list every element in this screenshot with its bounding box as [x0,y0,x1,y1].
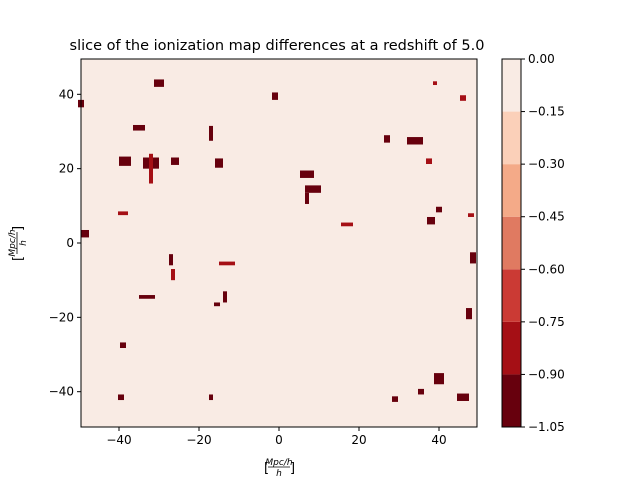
heatmap-patches [78,79,476,402]
heatmap-patch-14 [407,137,423,145]
heatmap-patch-10 [305,185,321,193]
y-axis: −40 −20 0 20 40 [49,87,81,399]
svg-text:h: h [19,240,29,246]
heatmap-patch-17 [426,158,432,165]
heatmap-patch-3 [171,157,179,165]
colorbar-tick-label: −0.90 [528,367,565,381]
plot-area [78,58,478,428]
heatmap-patch-25 [169,254,173,266]
colorbar: −1.05 −0.90 −0.75 −0.60 −0.45 −0.30 −0.15 0.00 [501,52,565,434]
heatmap-patch-36 [468,213,474,217]
heatmap-patch-35 [209,394,213,401]
colorbar-band-6 [502,59,521,112]
x-tick-label: 0 [275,433,283,447]
heatmap-patch-1 [119,156,131,166]
heatmap-patch-31 [118,394,124,401]
x-tick-label: 40 [431,433,446,447]
svg-text:h: h [276,469,282,479]
chart-title: slice of the ionization map differences … [70,38,485,54]
heatmap-patch-20 [434,373,444,385]
heatmap-patch-29 [219,261,235,266]
x-tick-label: −20 [186,433,211,447]
heatmap-patch-16 [436,206,442,213]
y-tick-label: 40 [59,87,74,101]
colorbar-band-3 [502,216,521,270]
y-axis-label-numerator: Mpc/h [8,229,18,256]
colorbar-tick-label: −0.15 [528,105,565,119]
heatmap-patch-9 [300,170,314,178]
heatmap-patch-6 [215,158,223,168]
heatmap-background [81,59,477,427]
colorbar-tick-label: 0.00 [528,52,555,66]
colorbar-band-5 [502,111,521,165]
y-tick-label: 0 [66,236,74,250]
heatmap-patch-21 [457,393,469,401]
svg-text:[: [ [264,461,269,476]
x-axis-label: [ Mpc/h h ] [264,458,295,479]
heatmap-patch-4 [154,79,164,87]
y-tick-label: 20 [59,162,74,176]
heatmap-patch-23 [392,396,398,402]
x-tick-label: −40 [106,433,131,447]
x-axis: −40 −20 0 20 40 [106,427,447,447]
svg-text:]: ] [11,226,26,231]
svg-text:]: ] [290,461,295,476]
heatmap-patch-24 [139,295,155,299]
heatmap-patch-5 [149,153,153,184]
heatmap-patch-12 [341,222,353,227]
heatmap-patch-26 [171,269,175,281]
heatmap-patch-27 [223,291,227,303]
y-tick-label: −40 [49,385,74,399]
heatmap-patch-13 [384,135,390,143]
heatmap-patch-30 [120,342,126,349]
y-tick-label: −20 [49,310,74,324]
heatmap-patch-15 [427,216,435,225]
x-tick-label: 20 [351,433,366,447]
svg-text:[: [ [11,256,26,261]
heatmap-patch-33 [81,229,89,238]
colorbar-band-2 [502,269,521,322]
colorbar-tick-label: −1.05 [528,420,565,434]
colorbar-tick-label: −0.30 [528,157,565,171]
heatmap-patch-18 [470,252,476,264]
heatmap-patch-28 [214,302,220,307]
colorbar-band-4 [502,164,521,217]
heatmap-patch-11 [305,192,309,204]
colorbar-tick-label: −0.75 [528,315,565,329]
heatmap-patch-38 [433,81,437,86]
y-axis-label: [ Mpc/h h ] [8,226,29,261]
heatmap-patch-34 [118,211,128,216]
heatmap-patch-22 [418,388,424,395]
colorbar-frame [501,58,522,428]
heatmap-patch-2 [133,124,145,131]
heatmap-patch-7 [209,125,213,141]
heatmap-patch-37 [460,95,466,101]
heatmap-patch-19 [466,308,472,320]
colorbar-tick-label: −0.45 [528,210,565,224]
colorbar-tick-label: −0.60 [528,262,565,276]
x-axis-label-numerator: Mpc/h [265,458,292,468]
colorbar-band-0 [502,374,521,427]
colorbar-band-1 [502,321,521,375]
heatmap-patch-8 [272,92,278,100]
